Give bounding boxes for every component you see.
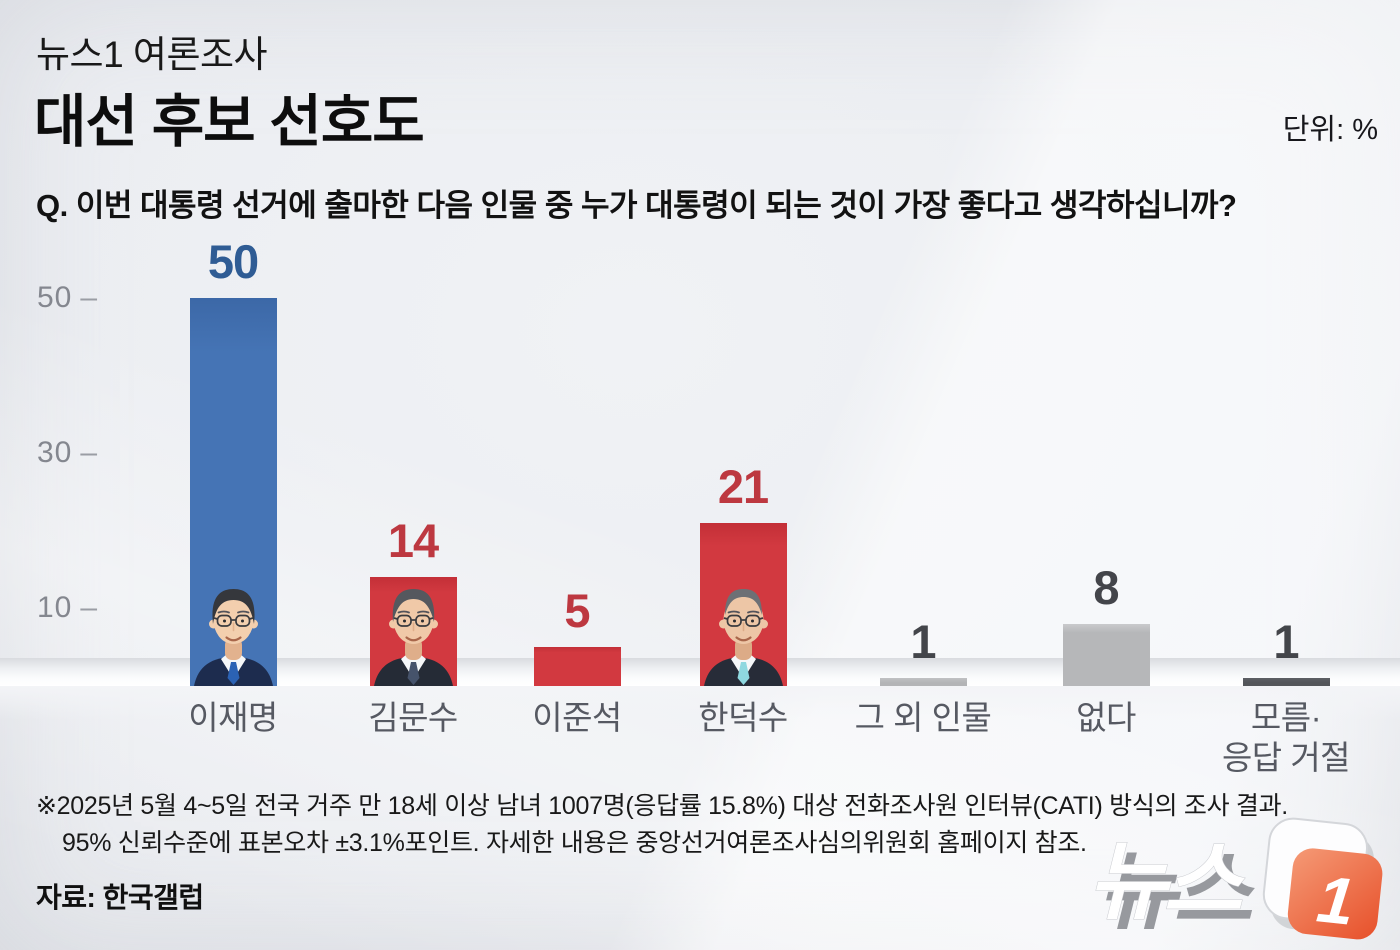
bar [533, 647, 621, 686]
candidate-portrait [193, 589, 273, 686]
y-tick: 10– [36, 591, 98, 625]
bar-value-label: 21 [717, 460, 769, 513]
logo-number: 1 [1314, 861, 1358, 938]
bar [879, 678, 967, 686]
news1-logo: 뉴스 뉴스 1 [1078, 815, 1388, 948]
page-title: 대선 후보 선호도 [34, 90, 425, 154]
candidate-portrait [703, 589, 783, 686]
survey-question: Q. 이번 대통령 선거에 출마한 다음 인물 중 누가 대통령이 되는 것이 … [36, 188, 1237, 223]
bar-value-label: 8 [1093, 561, 1119, 614]
bar-value-label: 5 [564, 584, 590, 637]
unit-label: 단위: % [1282, 114, 1378, 146]
y-tick: 30– [36, 436, 98, 470]
bar [1242, 678, 1330, 686]
bar-value-label: 14 [387, 514, 439, 567]
bar [1062, 624, 1150, 686]
methodology-line2: 95% 신뢰수준에 표본오차 ±3.1%포인트. 자세한 내용은 중앙선거여론조… [62, 829, 1087, 857]
source-credit: 자료: 한국갤럽 [36, 882, 204, 913]
bar-value-label: 50 [207, 235, 259, 288]
methodology-note: ※2025년 5월 4~5일 전국 거주 만 18세 이상 남녀 1007명(응… [36, 788, 1288, 862]
y-tick: 50– [36, 281, 98, 314]
kicker: 뉴스1 여론조사 [36, 34, 268, 75]
news1-logo-graphic: 뉴스 뉴스 1 [1088, 817, 1383, 940]
baseline-shadow [0, 686, 1400, 720]
bar-value-label: 1 [910, 615, 936, 668]
bar-value-label: 1 [1273, 615, 1299, 668]
bar-category-label: 모름· 응답 거절 [1221, 699, 1351, 776]
logo-text: 뉴스 [1088, 834, 1245, 930]
candidate-portrait [373, 589, 453, 686]
methodology-line1: ※2025년 5월 4~5일 전국 거주 만 18세 이상 남녀 1007명(응… [36, 792, 1288, 820]
